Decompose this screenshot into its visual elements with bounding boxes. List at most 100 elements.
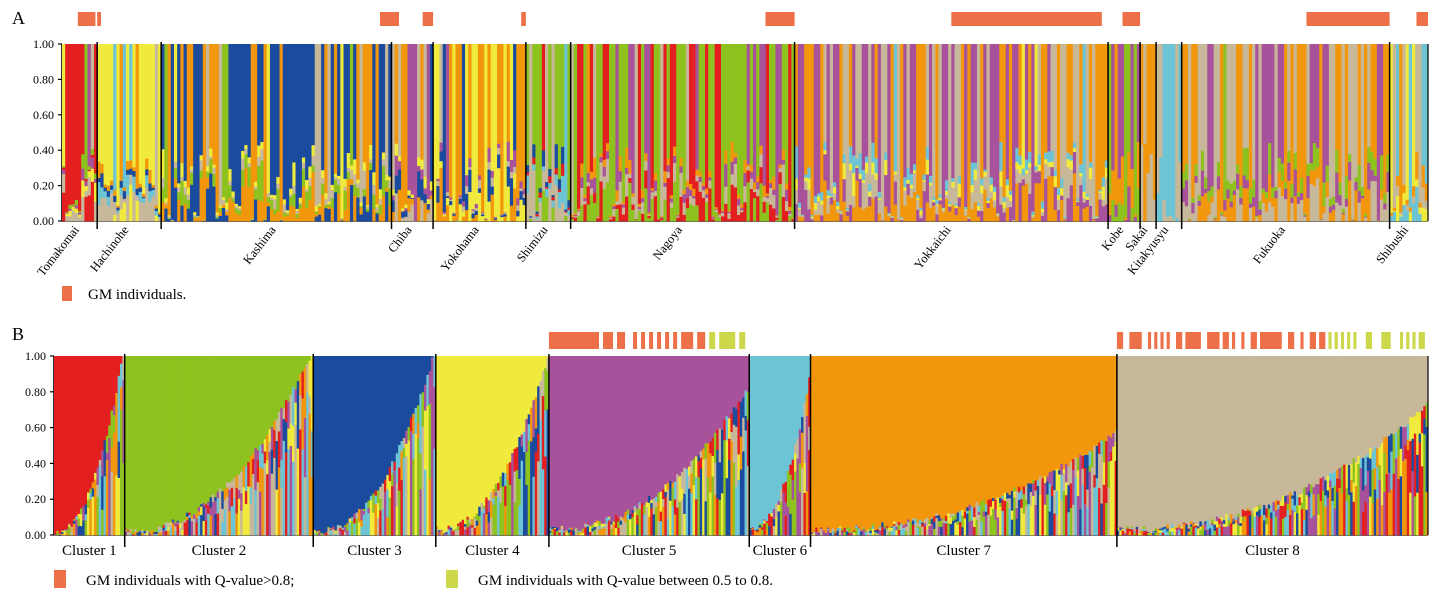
panel-a-bar — [810, 219, 815, 222]
panel-a-bar — [193, 216, 197, 219]
panel-a-bar — [893, 204, 898, 222]
panel-a-bar — [1040, 201, 1045, 209]
panel-a-bar — [944, 198, 949, 222]
panel-b-bar — [1090, 356, 1094, 452]
panel-a-bar — [167, 218, 172, 222]
panel-b-bar — [313, 356, 316, 530]
panel-b-bar — [636, 508, 639, 516]
panel-b-bar — [819, 356, 823, 528]
panel-b-bar — [240, 493, 243, 511]
panel-b-bar — [358, 513, 361, 523]
panel-a-bar — [1303, 44, 1307, 214]
panel-a-bar — [733, 152, 738, 158]
panel-b-bar — [525, 356, 529, 419]
panel-a-bar — [957, 176, 962, 184]
panel-b-bar — [101, 450, 104, 477]
panel-b-bar — [1114, 356, 1118, 431]
panel-b-bar — [362, 514, 366, 536]
panel-b-bar — [1241, 516, 1245, 521]
population-label: Hachinohe — [87, 223, 132, 275]
panel-a-bar — [1031, 217, 1035, 222]
panel-a-bar — [1069, 44, 1074, 156]
panel-a-bar — [378, 189, 383, 200]
panel-a-bar — [525, 164, 530, 173]
panel-a-bar — [730, 174, 735, 185]
panel-b-bar — [299, 356, 302, 375]
panel-a-bar — [349, 165, 354, 170]
panel-a-bar — [567, 44, 572, 201]
panel-b-bar — [1008, 356, 1012, 496]
panel-b-bar — [1017, 486, 1021, 493]
panel-b-bar — [461, 525, 465, 536]
panel-b-bar — [445, 531, 448, 534]
panel-a-bar — [103, 44, 108, 185]
panel-b-bar — [883, 356, 887, 526]
panel-a-bar — [1367, 44, 1371, 148]
panel-a-bar — [215, 212, 220, 216]
panel-b-bar — [761, 524, 764, 528]
panel-a-bar — [282, 215, 287, 222]
panel-a-bar — [449, 44, 453, 198]
panel-b-bar — [1241, 509, 1245, 517]
panel-a-bar — [1124, 44, 1128, 218]
panel-a-bar — [250, 219, 255, 222]
panel-a-bar — [740, 210, 744, 213]
panel-b-bar — [1317, 483, 1320, 495]
panel-b-bar — [1017, 492, 1021, 500]
panel-b-bar — [221, 491, 225, 509]
panel-b-bar — [539, 443, 543, 536]
panel-b-bar — [1008, 494, 1012, 499]
panel-b-bar — [626, 519, 630, 536]
panel-b-bar — [105, 356, 109, 436]
panel-a-bar — [301, 157, 306, 163]
panel-b-bar — [457, 356, 460, 524]
panel-b-bar — [169, 356, 173, 523]
panel-a-bar — [1412, 44, 1416, 187]
panel-b-bar — [989, 498, 993, 507]
panel-b-y-tick-label: 1.00 — [25, 349, 46, 363]
panel-b-bar — [796, 458, 800, 536]
panel-b-bar — [1267, 515, 1271, 536]
gm-individual-marker — [391, 12, 399, 26]
panel-a-bar — [529, 44, 533, 217]
panel-a-bar — [212, 44, 216, 165]
panel-a-bar — [666, 164, 671, 173]
panel-b-bar — [515, 469, 519, 493]
population-label: Yokohama — [438, 223, 482, 274]
panel-b-bar — [289, 445, 293, 536]
panel-b-bar — [534, 428, 538, 452]
panel-b-bar — [169, 522, 173, 525]
panel-b-bar — [508, 471, 512, 485]
panel-a-bar — [247, 186, 252, 222]
panel-a-bar — [388, 176, 392, 181]
panel-b-bar — [1164, 528, 1167, 536]
panel-b-bar — [350, 356, 354, 518]
panel-a-bar — [1095, 217, 1099, 219]
panel-a-bar — [1028, 151, 1032, 163]
panel-b-bar — [897, 529, 901, 536]
panel-b-bar — [263, 356, 267, 440]
panel-b-bar — [82, 520, 85, 536]
panel-a-bar — [1098, 192, 1103, 200]
panel-b-bar — [1369, 447, 1372, 459]
panel-b-bar — [1406, 439, 1410, 451]
panel-a-bar — [375, 204, 380, 208]
panel-a-bar — [81, 44, 85, 155]
panel-b-bar — [1065, 481, 1068, 496]
panel-a-bar — [999, 44, 1003, 143]
panel-b-bar — [1279, 356, 1283, 502]
panel-a-bar — [948, 201, 952, 205]
panel-a-bar — [113, 201, 117, 215]
panel-b-bar — [711, 437, 715, 457]
panel-a-bar — [532, 170, 536, 222]
panel-b-bar — [980, 356, 983, 502]
panel-a-bar — [1284, 181, 1288, 189]
panel-b-bar — [942, 522, 946, 536]
panel-a-bar — [772, 189, 776, 195]
panel-b-bar — [895, 522, 899, 527]
panel-b-bar — [534, 451, 538, 536]
panel-a-bar — [455, 44, 460, 220]
panel-b-bar — [744, 390, 748, 416]
panel-b-bar — [1253, 507, 1257, 517]
panel-a-bar — [1239, 204, 1243, 222]
